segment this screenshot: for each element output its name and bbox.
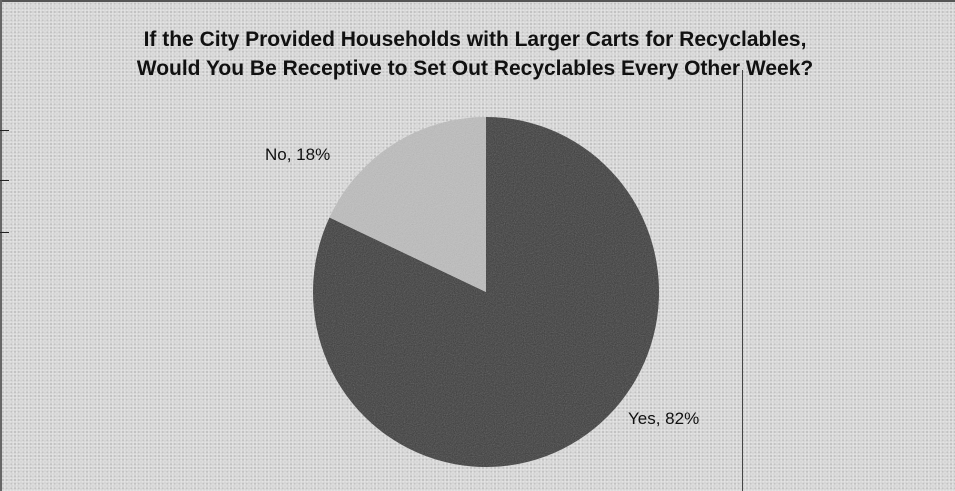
- pie-slice-texture: [329, 117, 486, 292]
- data-label-no: No, 18%: [265, 145, 330, 164]
- chart-title-line-1: If the City Provided Households with Lar…: [143, 28, 807, 51]
- left-tick: [0, 180, 9, 181]
- chart-title: If the City Provided Households with Lar…: [40, 25, 910, 83]
- left-tick: [0, 232, 9, 233]
- frame-left-edge: [0, 0, 2, 491]
- chart-title-line-2: Would You Be Receptive to Set Out Recycl…: [136, 57, 814, 80]
- data-label-yes: Yes, 82%: [628, 409, 699, 428]
- gridline-vertical: [742, 70, 743, 491]
- left-tick: [0, 130, 9, 131]
- frame-top-edge: [0, 0, 955, 2]
- pie-slices: [312, 117, 659, 467]
